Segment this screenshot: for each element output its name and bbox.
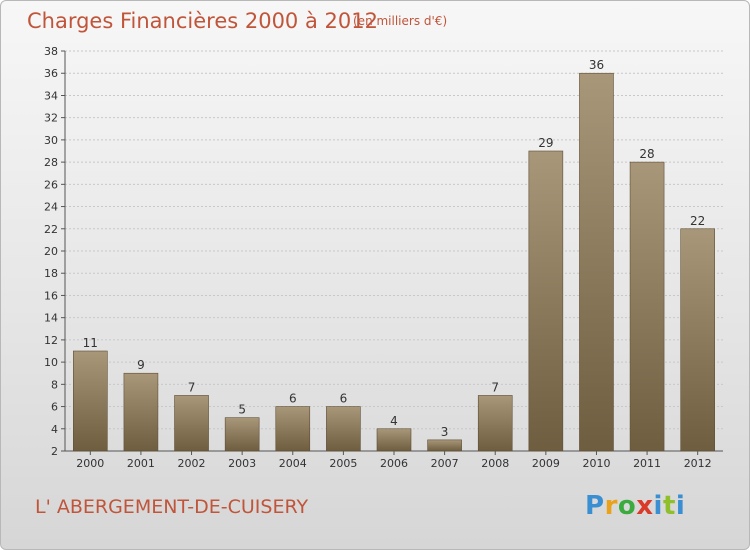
x-tick-label: 2011 [633, 457, 661, 470]
y-tick-label: 18 [44, 267, 58, 280]
logo-letter: x [636, 491, 654, 521]
x-tick-label: 2000 [76, 457, 104, 470]
x-tick-label: 2008 [481, 457, 509, 470]
chart-title: Charges Financières 2000 à 2012 [27, 9, 378, 33]
y-tick-label: 8 [51, 378, 58, 391]
bar-value-label: 11 [83, 336, 98, 350]
x-tick-label: 2005 [329, 457, 357, 470]
bar [629, 161, 665, 452]
y-tick-label: 26 [44, 178, 58, 191]
bar [579, 72, 614, 452]
bar-value-label: 9 [137, 358, 145, 372]
bar [326, 406, 361, 452]
bar-value-label: 6 [340, 392, 348, 406]
bar [224, 417, 260, 452]
y-tick-label: 28 [44, 156, 58, 169]
x-tick-label: 2007 [431, 457, 459, 470]
y-tick-label: 16 [44, 289, 58, 302]
y-tick-label: 14 [44, 312, 58, 325]
proxiti-logo[interactable]: Proxiti [585, 491, 685, 521]
x-tick-label: 2010 [582, 457, 610, 470]
bar [275, 406, 311, 452]
bar-value-label: 7 [491, 380, 499, 394]
bar-value-label: 29 [538, 136, 553, 150]
y-tick-label: 2 [51, 445, 58, 458]
commune-name: L' ABERGEMENT-DE-CUISERY [35, 496, 309, 518]
bar-value-label: 3 [441, 425, 449, 439]
bar-value-label: 7 [188, 380, 196, 394]
y-tick-label: 38 [44, 45, 58, 58]
bar [174, 395, 209, 452]
logo-letter: i [675, 491, 686, 521]
bar [123, 372, 159, 452]
x-tick-label: 2006 [380, 457, 408, 470]
x-tick-label: 2012 [684, 457, 712, 470]
bar-value-label: 22 [690, 214, 705, 228]
bar [528, 150, 564, 452]
y-tick-label: 36 [44, 67, 58, 80]
bar-value-label: 4 [390, 414, 398, 428]
y-tick-label: 4 [51, 423, 58, 436]
bar [477, 395, 513, 452]
bar [376, 428, 412, 452]
y-tick-label: 20 [44, 245, 58, 258]
x-tick-label: 2004 [279, 457, 307, 470]
bar [73, 350, 108, 452]
x-tick-label: 2003 [228, 457, 256, 470]
bar-value-label: 5 [238, 403, 246, 417]
bar-value-label: 36 [589, 58, 604, 72]
y-tick-label: 12 [44, 334, 58, 347]
bar-value-label: 6 [289, 392, 297, 406]
bar [427, 439, 462, 452]
y-tick-label: 30 [44, 134, 58, 147]
x-tick-label: 2009 [532, 457, 560, 470]
logo-letter: t [662, 491, 676, 521]
logo-letter: o [617, 491, 637, 521]
logo-letter: i [653, 491, 663, 521]
bar-value-label: 28 [639, 147, 654, 161]
chart-subtitle: (en milliers d'€) [353, 14, 448, 28]
x-tick-label: 2002 [178, 457, 206, 470]
y-tick-label: 10 [44, 356, 58, 369]
y-tick-label: 32 [44, 112, 58, 125]
bar [680, 228, 715, 452]
logo-letter: r [604, 491, 618, 521]
logo-letter: P [585, 491, 605, 521]
y-tick-label: 6 [51, 401, 58, 414]
y-tick-label: 24 [44, 201, 58, 214]
y-tick-label: 22 [44, 223, 58, 236]
y-tick-label: 34 [44, 89, 58, 102]
x-tick-label: 2001 [127, 457, 155, 470]
